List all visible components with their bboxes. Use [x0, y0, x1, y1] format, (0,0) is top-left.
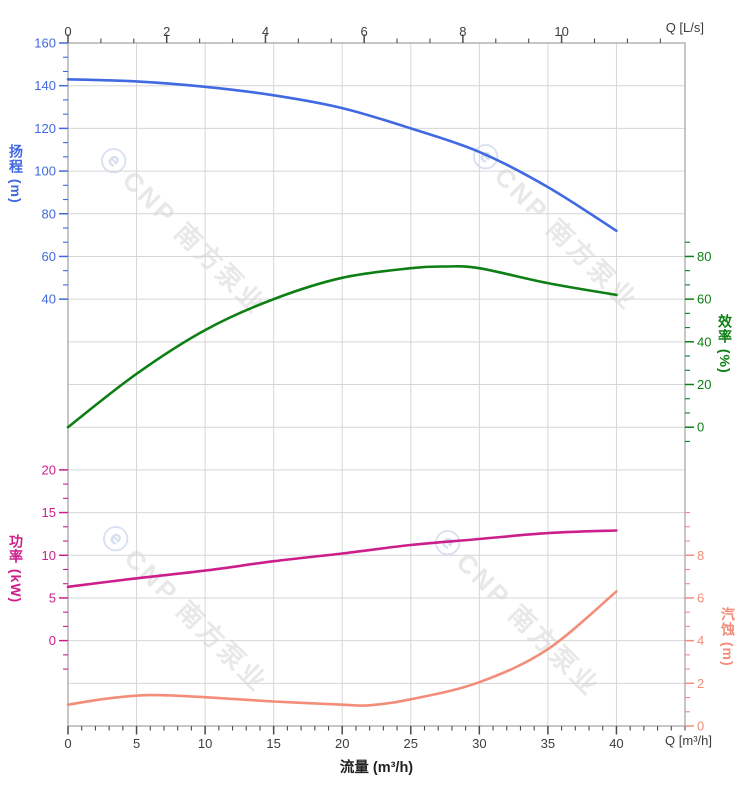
- series-npsh-curve: [66, 590, 618, 707]
- series-power-curve: [66, 529, 618, 589]
- bottom-axis-ticks: 0 5 10 15 20 25 30 35 40: [64, 726, 686, 751]
- npsh-tick-label: 4: [697, 633, 704, 648]
- axis-title-efficiency: 效率 (%): [717, 314, 733, 374]
- efficiency-tick-label: 20: [697, 377, 711, 392]
- bottom-axis-unit-label: Q [m³/h]: [665, 733, 712, 748]
- x-axis-title: 流量 (m³/h): [339, 760, 414, 776]
- series-efficiency-curve: [66, 264, 618, 429]
- axis-ticks-npsh: 8 6 4 2 0: [685, 512, 704, 734]
- axis-ticks-power: 20 15 10 5 0: [42, 462, 68, 670]
- axis-title-npsh: 汽蚀 (m): [720, 607, 736, 667]
- power-tick-label: 5: [49, 590, 56, 605]
- top-tick-label: 10: [554, 24, 568, 39]
- bottom-tick-label: 20: [335, 736, 349, 751]
- top-tick-label: 6: [361, 24, 368, 39]
- npsh-tick-label: 8: [697, 548, 704, 563]
- top-tick-label: 2: [163, 24, 170, 39]
- efficiency-tick-label: 0: [697, 420, 704, 435]
- axis-ticks-efficiency: 80 60 40 20 0: [685, 241, 711, 442]
- head-tick-label: 160: [34, 36, 56, 51]
- head-tick-label: 60: [42, 249, 56, 264]
- bottom-tick-label: 5: [133, 736, 140, 751]
- power-tick-label: 15: [42, 505, 56, 520]
- top-tick-label: 0: [64, 24, 71, 39]
- bottom-tick-label: 40: [609, 736, 623, 751]
- head-tick-label: 100: [34, 164, 56, 179]
- top-tick-label: 8: [459, 24, 466, 39]
- efficiency-tick-label: 40: [697, 334, 711, 349]
- bottom-tick-label: 0: [64, 736, 71, 751]
- npsh-tick-label: 2: [697, 676, 704, 691]
- top-axis-unit-label: Q [L/s]: [665, 20, 704, 35]
- power-tick-label: 0: [49, 633, 56, 648]
- axis-ticks-head: 160 140 120 100 80 60 40: [34, 36, 68, 307]
- gridlines: [67, 42, 686, 727]
- bottom-tick-label: 25: [404, 736, 418, 751]
- head-tick-label: 40: [42, 292, 56, 307]
- axis-title-power: 功率 (kW): [8, 534, 24, 604]
- bottom-tick-label: 15: [266, 736, 280, 751]
- power-tick-label: 20: [42, 462, 56, 477]
- series-curves: [66, 78, 618, 707]
- bottom-tick-label: 30: [472, 736, 486, 751]
- head-tick-label: 80: [42, 206, 56, 221]
- axis-title-head: 扬程 (m): [8, 144, 24, 204]
- head-tick-label: 140: [34, 78, 56, 93]
- power-tick-label: 10: [42, 548, 56, 563]
- efficiency-tick-label: 60: [697, 292, 711, 307]
- npsh-tick-label: 6: [697, 590, 704, 605]
- series-head-curve: [66, 78, 618, 233]
- top-tick-label: 4: [262, 24, 269, 39]
- head-tick-label: 120: [34, 121, 56, 136]
- bottom-tick-label: 35: [541, 736, 555, 751]
- npsh-tick-label: 0: [697, 719, 704, 734]
- top-axis-ticks: 0 2 4 6 8 10: [64, 24, 661, 43]
- bottom-tick-label: 10: [198, 736, 212, 751]
- efficiency-tick-label: 80: [697, 249, 711, 264]
